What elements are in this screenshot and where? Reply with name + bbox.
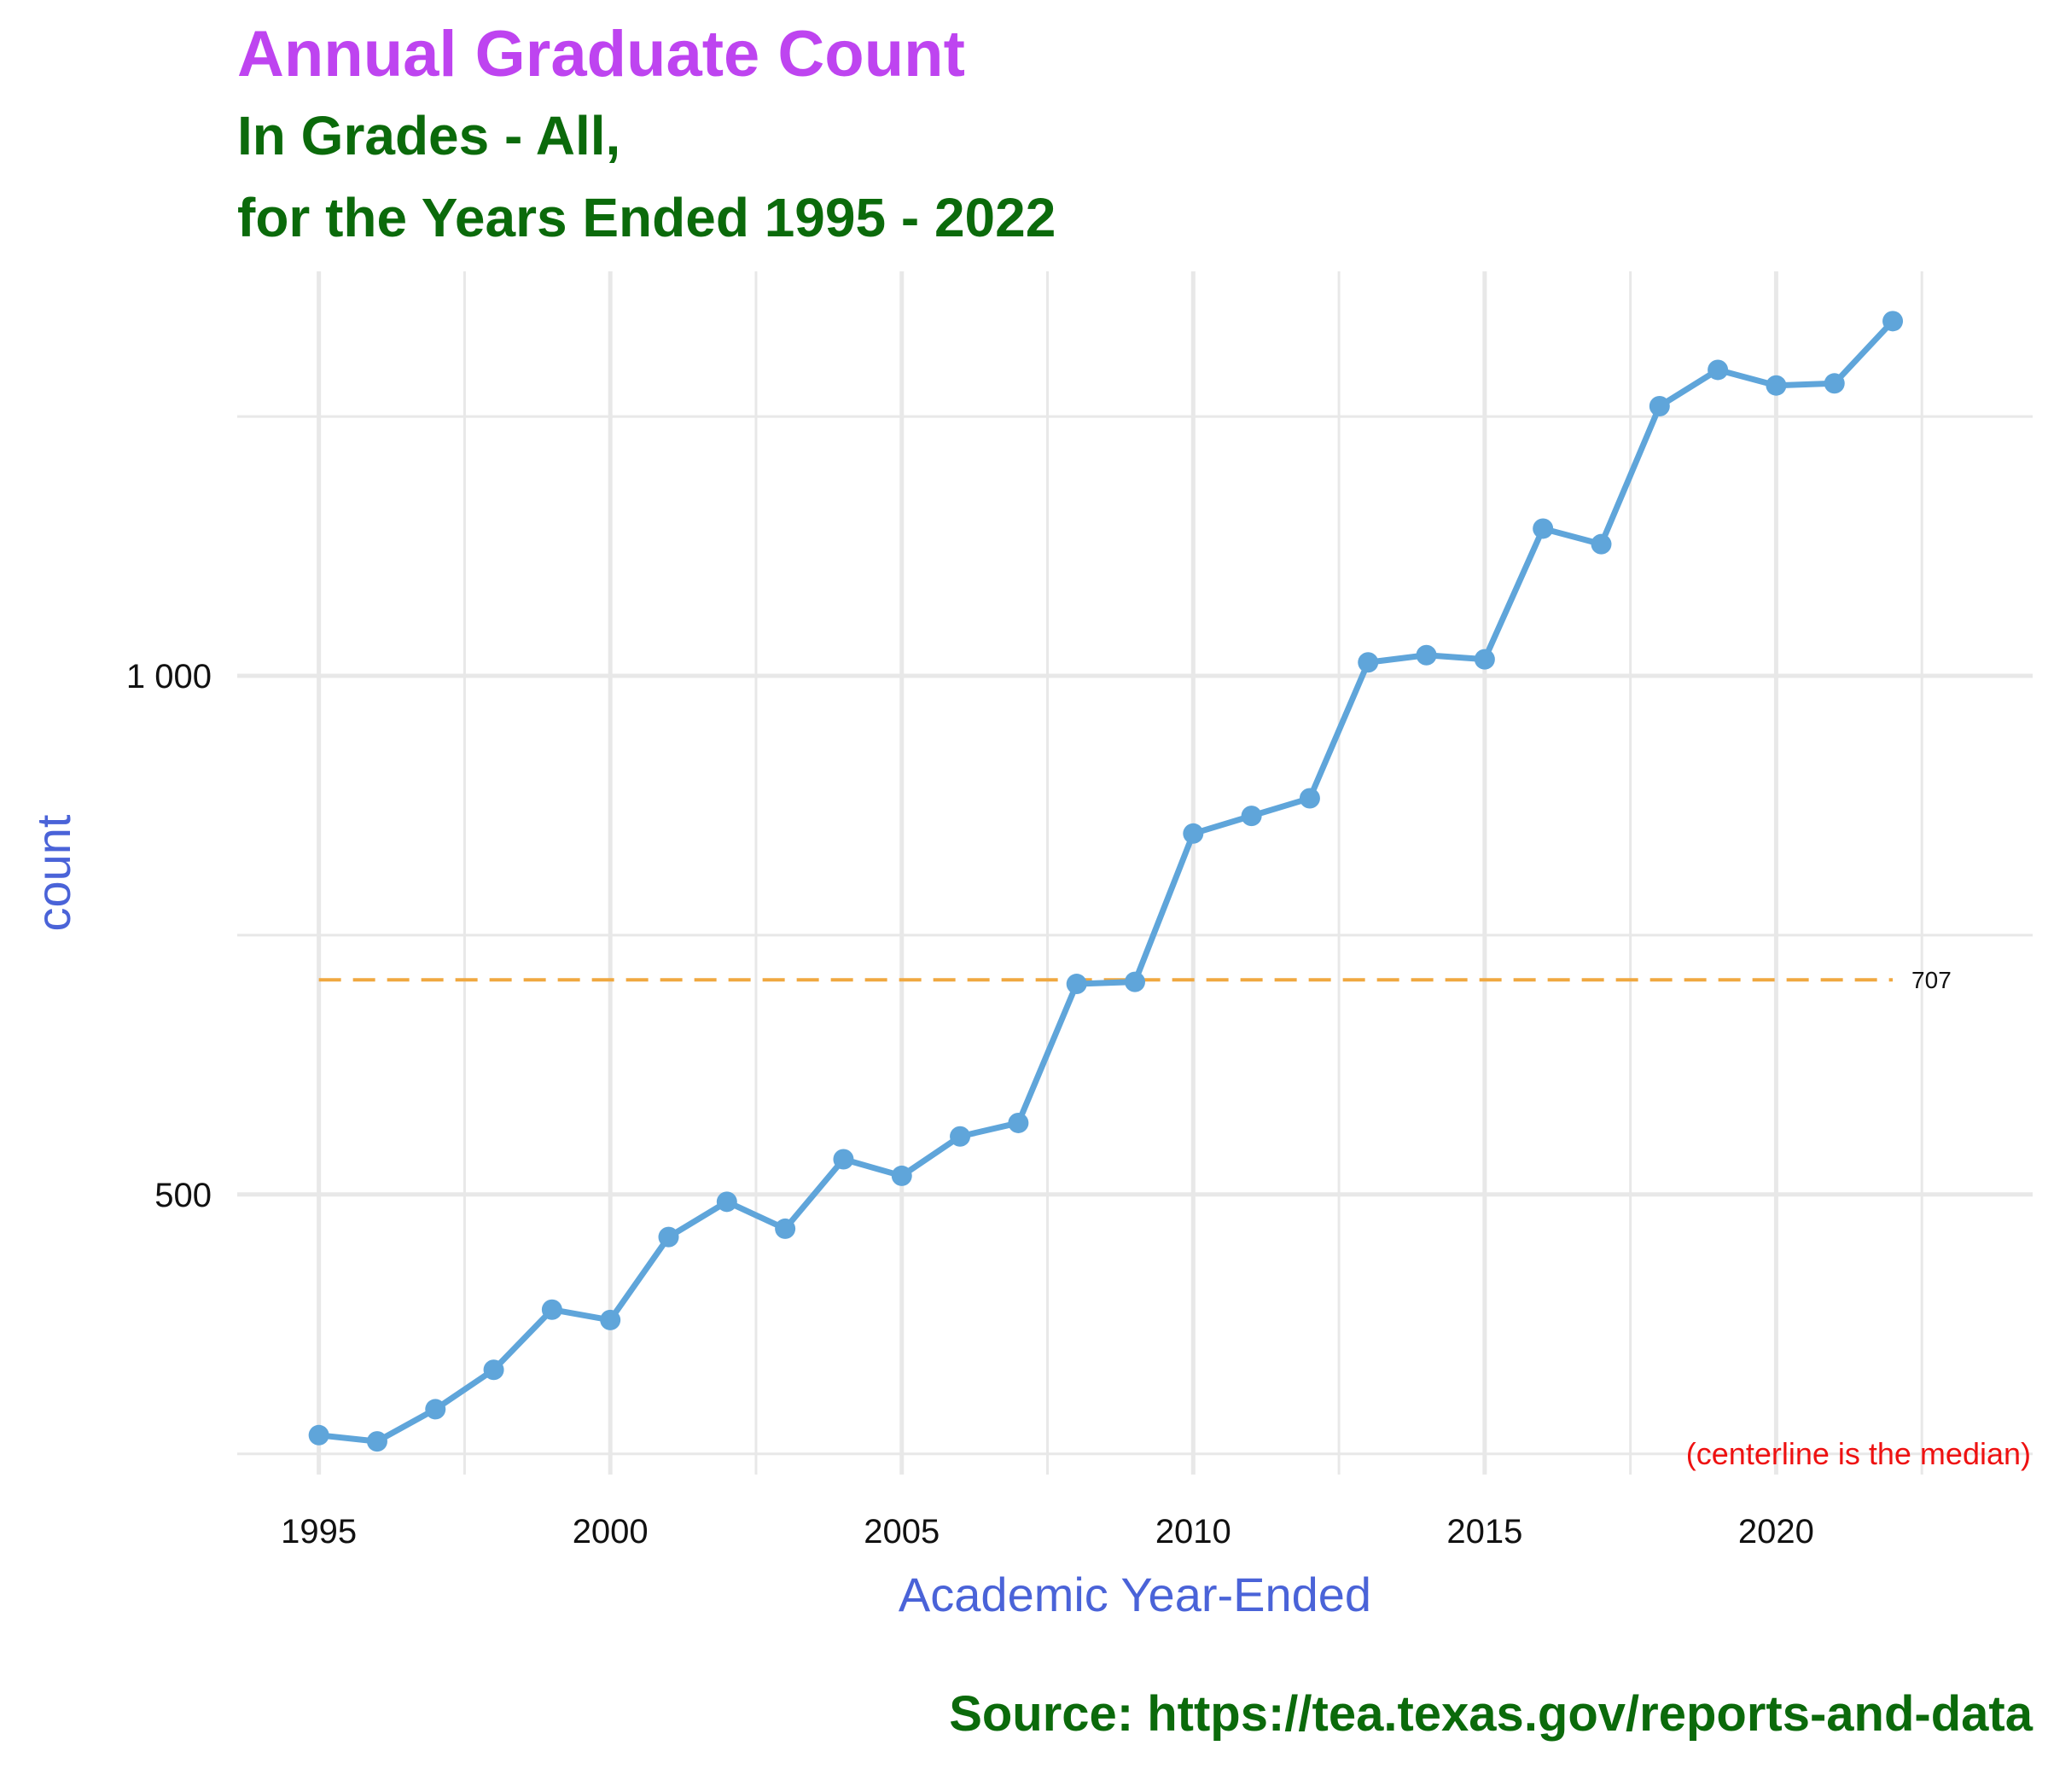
- x-tick-label: 2020: [1738, 1513, 1814, 1551]
- data-point-2011: [1241, 806, 1262, 827]
- chart-subtitle-line-1: In Grades - All,: [237, 105, 621, 166]
- data-point-1997: [425, 1399, 446, 1420]
- x-tick-labels: 1995 2000 2005 2010 2015 2020: [281, 1513, 1814, 1551]
- data-point-2004: [833, 1149, 854, 1170]
- data-point-2022: [1882, 311, 1904, 332]
- data-point-2020: [1766, 375, 1787, 396]
- data-point-1998: [483, 1359, 504, 1381]
- chart-subtitle-line-2: for the Years Ended 1995 - 2022: [237, 187, 1056, 248]
- data-point-2017: [1591, 533, 1612, 555]
- source-caption: Source: https://tea.texas.gov/reports-an…: [949, 1686, 2033, 1742]
- data-point-2007: [1008, 1112, 1029, 1133]
- x-tick-label: 2015: [1446, 1513, 1522, 1551]
- data-point-2021: [1824, 373, 1845, 394]
- data-point-2009: [1125, 971, 1145, 992]
- data-point-2010: [1183, 823, 1204, 844]
- series-line: [318, 318, 1895, 1445]
- data-point-2002: [716, 1191, 737, 1213]
- data-point-2019: [1708, 359, 1729, 381]
- data-point-1999: [541, 1299, 562, 1320]
- y-tick-label: 1 000: [126, 658, 212, 695]
- x-tick-label: 2010: [1155, 1513, 1231, 1551]
- y-axis-title: count: [26, 814, 80, 931]
- major-x-gridlines: [317, 271, 1778, 1475]
- data-point-2005: [891, 1165, 912, 1186]
- y-tick-labels: 500 1 000: [126, 658, 212, 1214]
- x-tick-label: 2005: [864, 1513, 940, 1551]
- data-point-1996: [366, 1431, 387, 1452]
- data-point-2003: [775, 1218, 796, 1239]
- median-value-label: 707: [1911, 967, 1952, 993]
- minor-y-gridlines: [237, 415, 2033, 1456]
- median-note: (centerline is the median): [1686, 1436, 2031, 1471]
- y-tick-label: 500: [154, 1177, 212, 1214]
- x-axis-title: Academic Year-Ended: [899, 1568, 1371, 1621]
- data-point-2006: [950, 1126, 971, 1147]
- data-point-2000: [600, 1309, 621, 1330]
- data-point-2014: [1416, 644, 1437, 666]
- major-y-gridlines: [237, 673, 2033, 1197]
- data-point-2008: [1066, 974, 1087, 995]
- data-point-2016: [1533, 518, 1554, 539]
- data-point-2015: [1474, 649, 1495, 670]
- data-point-1995: [308, 1424, 329, 1446]
- data-point-2001: [658, 1226, 679, 1248]
- data-point-2013: [1358, 652, 1379, 673]
- x-tick-label: 2000: [573, 1513, 649, 1551]
- data-points: [308, 311, 1904, 1452]
- x-tick-label: 1995: [281, 1513, 357, 1551]
- chart-title: Annual Graduate Count: [237, 18, 965, 90]
- data-point-2018: [1649, 396, 1670, 417]
- data-point-2012: [1299, 788, 1320, 809]
